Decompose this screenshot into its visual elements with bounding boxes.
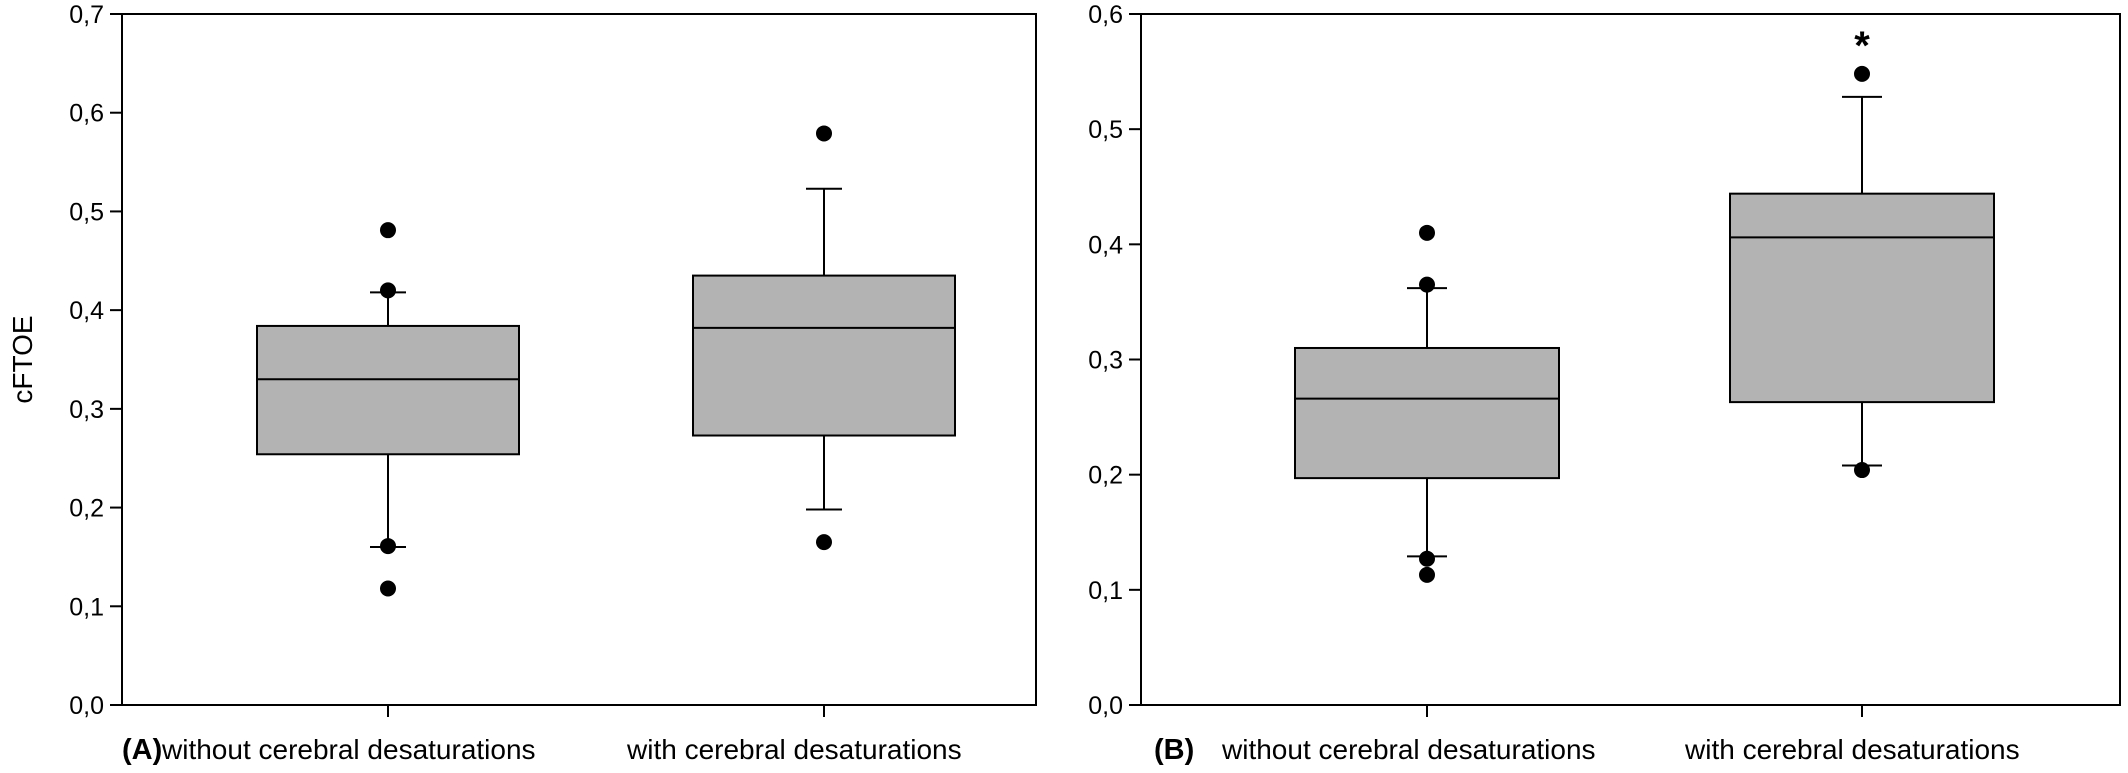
outlier-point <box>816 534 832 551</box>
box-0 <box>256 222 520 597</box>
category-label: without cerebral desaturations <box>1221 734 1596 765</box>
y-tick-label: 0,7 <box>69 1 104 29</box>
outlier-point <box>380 222 396 239</box>
outlier-point <box>380 580 396 597</box>
y-tick-label: 0,2 <box>1088 462 1123 490</box>
outlier-point <box>1419 550 1435 567</box>
y-tick-label: 0,0 <box>1088 692 1123 720</box>
y-axis-label: cFTOE <box>7 315 38 403</box>
outlier-point <box>1419 276 1435 293</box>
plot-frame <box>121 13 1037 706</box>
y-tick-label: 0,4 <box>1088 231 1123 259</box>
y-tick-label: 0,5 <box>1088 116 1123 144</box>
box-0 <box>1294 224 1560 583</box>
y-tick-label: 0,6 <box>1088 1 1123 29</box>
category-label: with cerebral desaturations <box>626 734 962 765</box>
y-tick-label: 0,6 <box>69 100 104 128</box>
outlier-point <box>1854 65 1870 82</box>
outlier-point <box>1419 224 1435 241</box>
y-tick-label: 0,0 <box>69 692 104 720</box>
panel-label: (B) <box>1154 734 1194 766</box>
box-body <box>692 274 956 437</box>
panel-b: 0,0 0,1 0,2 0,3 0,4 0,5 0,6 (B) without cerebral… <box>1088 1 2121 766</box>
box-1 <box>1729 65 1995 479</box>
y-tick-label: 0,3 <box>69 396 104 424</box>
y-tick-label: 0,1 <box>69 593 104 621</box>
y-tick-label: 0,1 <box>1088 577 1123 605</box>
box-1 <box>692 125 956 551</box>
y-tick-label: 0,4 <box>69 297 104 325</box>
box-body <box>256 324 520 456</box>
outlier-point <box>816 125 832 142</box>
outlier-point <box>380 282 396 299</box>
y-tick-label: 0,3 <box>1088 347 1123 375</box>
outlier-point <box>1419 566 1435 583</box>
category-label: without cerebral desaturations <box>161 734 536 765</box>
y-tick-label: 0,2 <box>69 495 104 523</box>
panel-label: (A) <box>122 734 162 766</box>
outlier-point <box>380 538 396 555</box>
outlier-point <box>1854 462 1870 479</box>
category-label: with cerebral desaturations <box>1684 734 2020 765</box>
significance-marker: * <box>1854 24 1870 68</box>
box-body <box>1729 192 1995 404</box>
y-tick-label: 0,5 <box>69 198 104 226</box>
box-body <box>1294 346 1560 480</box>
panel-a: 0,0 0,1 0,2 0,3 0,4 0,5 0,6 0,7 cFTOE (A) without … <box>7 1 1037 766</box>
